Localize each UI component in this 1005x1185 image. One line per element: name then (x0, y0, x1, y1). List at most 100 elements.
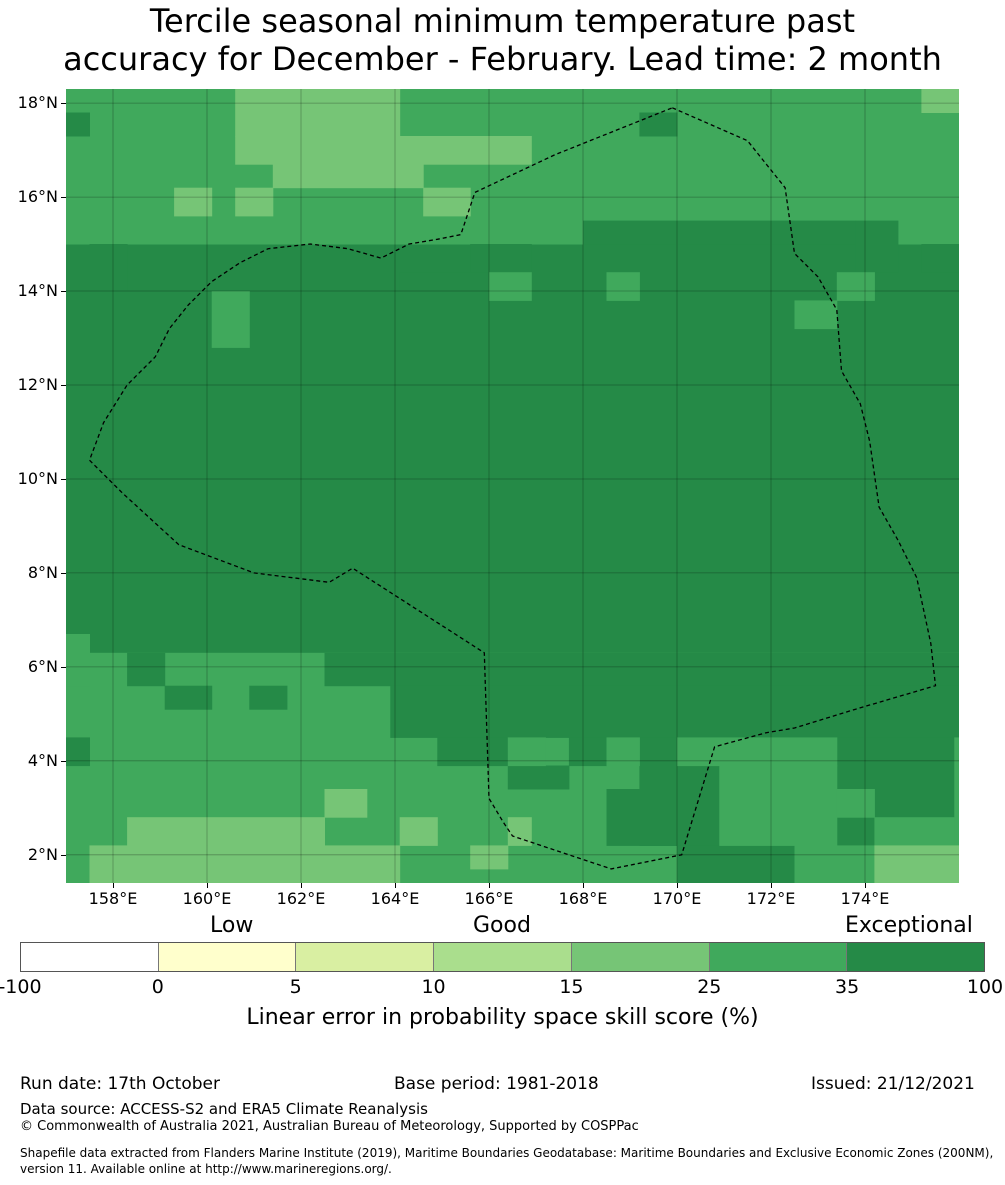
skill-cell-44 (874, 845, 959, 883)
colorbar-tick-4: 15 (559, 976, 584, 998)
graticule (66, 89, 959, 883)
colorbar-seg-100 (847, 943, 985, 971)
colorbar-seg-15 (434, 943, 572, 971)
lat-tick-16 (61, 197, 66, 199)
colorbar (20, 942, 985, 972)
skill-cell-3 (235, 89, 401, 137)
skill-cell-5 (272, 136, 532, 165)
skill-cell-32 (568, 737, 607, 767)
skill-cell-27 (249, 685, 288, 710)
skill-cell-18 (921, 244, 959, 273)
category-good: Good (473, 913, 531, 938)
lat-tick-label-8: 8°N (27, 562, 58, 582)
lon-tick-label-166: 166°E (464, 889, 514, 908)
skill-cell-40 (954, 737, 959, 846)
map-canvas (66, 89, 959, 883)
lat-tick-label-18: 18°N (17, 93, 58, 113)
skill-cell-49 (399, 817, 438, 846)
lon-tick-label-170: 170°E (652, 889, 702, 908)
title-line-1: Tercile seasonal minimum temperature pas… (149, 2, 856, 40)
colorbar-tick-3: 10 (421, 976, 446, 998)
lon-tick-166 (489, 883, 490, 888)
skill-cell-28 (324, 652, 959, 687)
lat-tick-8 (61, 572, 66, 574)
skill-cell-7 (423, 187, 471, 217)
lon-tick-label-162: 162°E (276, 889, 326, 908)
shapefile-credit-line-1: Shapefile data extracted from Flanders M… (20, 1146, 994, 1160)
skill-cell-13 (583, 220, 857, 245)
run-date: Run date: 17th October (20, 1074, 220, 1094)
skill-cell-24 (66, 634, 90, 687)
skill-cell-23 (836, 272, 875, 301)
colorbar-tick-1: 0 (151, 976, 164, 998)
skill-cell-50 (470, 845, 509, 870)
skill-cell-39 (874, 817, 955, 846)
colorbar-tick-2: 5 (289, 976, 302, 998)
skill-cell-35 (677, 845, 795, 883)
lat-tick-label-12: 12°N (17, 374, 58, 394)
skill-cell-6 (272, 164, 424, 189)
skill-cell-45 (66, 737, 90, 767)
skill-cell-22 (794, 300, 838, 330)
skill-grid-cells (66, 89, 959, 883)
skill-cell-37 (719, 765, 838, 846)
lon-tick-label-160: 160°E (182, 889, 232, 908)
lat-tick-14 (61, 291, 66, 293)
lat-tick-label-14: 14°N (17, 281, 58, 301)
colorbar-tick-5: 25 (697, 976, 722, 998)
colorbar-label: Linear error in probability space skill … (246, 1005, 759, 1030)
colorbar-tick-6: 35 (835, 976, 860, 998)
lat-tick-12 (61, 384, 66, 386)
skill-cell-47 (89, 845, 401, 883)
lon-tick-label-158: 158°E (88, 889, 138, 908)
colorbar-seg-5 (158, 943, 297, 971)
title-line-2: accuracy for December - February. Lead t… (63, 40, 942, 78)
issued-date: Issued: 21/12/2021 (811, 1074, 975, 1094)
lon-tick-170 (677, 883, 678, 888)
skill-cell-19 (211, 291, 250, 348)
skill-cell-9 (235, 187, 274, 217)
lon-tick-162 (301, 883, 302, 888)
lon-tick-164 (395, 883, 396, 888)
colorbar-seg-10 (296, 943, 435, 971)
lon-tick-158 (113, 883, 114, 888)
lat-tick-label-16: 16°N (17, 187, 58, 207)
base-period: Base period: 1981-2018 (394, 1074, 599, 1094)
skill-cell-36 (677, 737, 838, 767)
skill-cell-46 (127, 817, 325, 846)
skill-cell-11 (66, 112, 90, 137)
eez-boundary (88, 107, 937, 870)
skill-cell-38 (836, 789, 875, 818)
skill-cell-20 (489, 272, 532, 301)
skill-cell-21 (606, 272, 640, 301)
copyright: © Commonwealth of Australia 2021, Austra… (20, 1119, 639, 1134)
lon-tick-160 (207, 883, 208, 888)
lon-tick-label-168: 168°E (558, 889, 608, 908)
skill-cell-1 (66, 89, 959, 245)
lon-tick-label-172: 172°E (746, 889, 796, 908)
lon-tick-174 (865, 883, 866, 888)
skill-cell-34 (606, 789, 678, 846)
skill-cell-31 (507, 765, 570, 790)
lat-tick-10 (61, 478, 66, 480)
lat-tick-4 (61, 760, 66, 762)
lat-tick-label-2: 2°N (27, 844, 58, 864)
skill-cell-25 (127, 652, 166, 687)
skill-map (66, 89, 959, 883)
skill-cell-12 (639, 112, 678, 137)
skill-cell-15 (89, 244, 128, 292)
lat-tick-18 (61, 103, 66, 105)
lon-tick-label-174: 174°E (840, 889, 890, 908)
skill-cell-26 (164, 685, 213, 710)
chart-title: Tercile seasonal minimum temperature pas… (0, 2, 1005, 78)
skill-cell-51 (507, 817, 532, 846)
skill-cell-8 (174, 187, 213, 217)
skill-cell-42 (606, 737, 640, 767)
skill-cell-41 (507, 737, 546, 767)
lat-tick-label-4: 4°N (27, 750, 58, 770)
skill-cell-29 (390, 685, 959, 738)
skill-cell-10 (921, 89, 959, 113)
category-low: Low (210, 913, 254, 938)
lat-tick-2 (61, 854, 66, 856)
data-source: Data source: ACCESS-S2 and ERA5 Climate … (20, 1100, 428, 1118)
